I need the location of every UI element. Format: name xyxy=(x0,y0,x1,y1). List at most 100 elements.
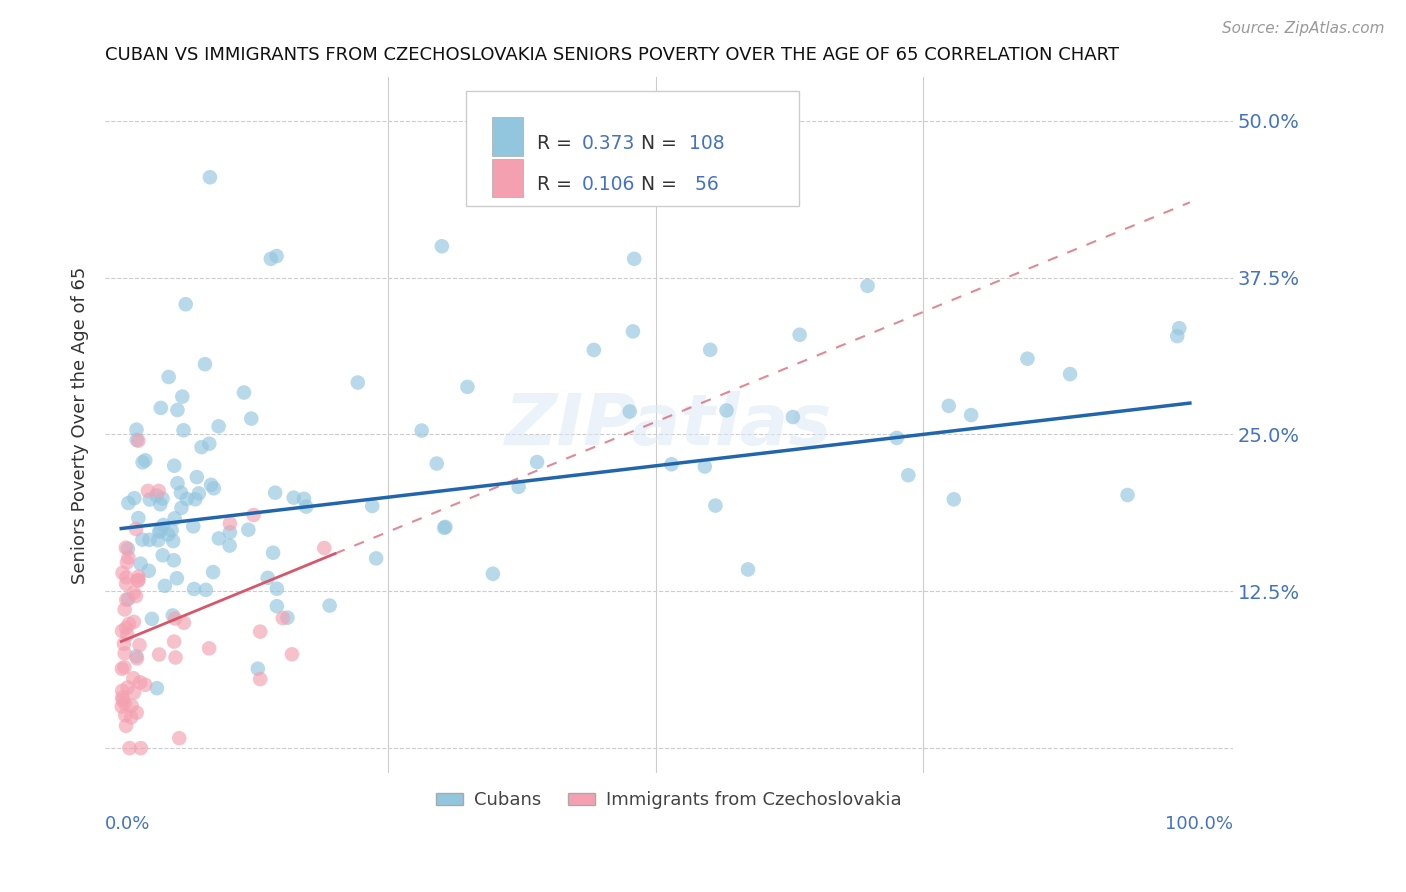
Point xyxy=(789,327,811,342)
Point xyxy=(122,671,145,685)
Point xyxy=(120,710,142,724)
Text: Source: ZipAtlas.com: Source: ZipAtlas.com xyxy=(1222,21,1385,36)
Point xyxy=(238,523,260,537)
Point xyxy=(186,470,208,484)
Text: 0.0%: 0.0% xyxy=(105,815,150,833)
Point xyxy=(121,698,143,713)
Point xyxy=(200,477,222,491)
Point xyxy=(128,638,150,652)
Point xyxy=(117,550,139,565)
Point xyxy=(141,612,163,626)
Point xyxy=(242,508,264,522)
Point xyxy=(190,440,212,454)
Point xyxy=(148,524,170,539)
Point xyxy=(856,278,879,293)
Point xyxy=(246,662,269,676)
Point xyxy=(125,423,148,437)
Point xyxy=(111,683,134,698)
Point xyxy=(346,376,368,390)
Point xyxy=(1017,351,1039,366)
Point xyxy=(526,455,548,469)
Point xyxy=(737,562,759,576)
Text: 0.373: 0.373 xyxy=(582,134,636,153)
Point xyxy=(508,480,530,494)
Point xyxy=(138,564,160,578)
Point xyxy=(716,403,738,417)
Point xyxy=(152,549,174,563)
Point xyxy=(262,546,284,560)
Point xyxy=(173,615,195,630)
Point xyxy=(198,436,221,450)
Point xyxy=(661,457,683,471)
Point xyxy=(181,519,204,533)
Point xyxy=(183,582,205,596)
Point xyxy=(114,602,136,616)
Point xyxy=(115,555,138,569)
Point xyxy=(960,408,983,422)
Text: 108: 108 xyxy=(689,134,725,153)
Point xyxy=(218,539,240,553)
Point xyxy=(1116,488,1139,502)
Point xyxy=(145,489,167,503)
Point xyxy=(111,690,134,705)
Point xyxy=(411,424,433,438)
Point xyxy=(122,685,145,699)
Point xyxy=(163,553,186,567)
Point xyxy=(207,419,229,434)
Point xyxy=(187,486,209,500)
Legend: Cubans, Immigrants from Czechoslovakia: Cubans, Immigrants from Czechoslovakia xyxy=(429,784,910,816)
Point xyxy=(129,675,152,690)
Point xyxy=(260,252,283,266)
Text: R =: R = xyxy=(537,176,578,194)
Point xyxy=(114,708,136,723)
Point xyxy=(202,565,225,579)
Point xyxy=(426,457,449,471)
Point xyxy=(146,533,169,548)
Point xyxy=(160,523,183,537)
Point xyxy=(166,476,188,491)
Point xyxy=(621,324,644,338)
Point xyxy=(167,731,190,746)
Point xyxy=(131,533,153,547)
FancyBboxPatch shape xyxy=(465,91,799,206)
Text: 56: 56 xyxy=(689,176,718,194)
Point xyxy=(184,492,207,507)
Point xyxy=(117,496,139,510)
Point xyxy=(942,492,965,507)
Point xyxy=(219,516,242,531)
Point xyxy=(176,491,198,506)
Point xyxy=(699,343,721,357)
Point xyxy=(704,499,727,513)
Point xyxy=(149,524,172,538)
Point xyxy=(163,634,186,648)
Point xyxy=(271,611,294,625)
Point xyxy=(134,678,156,692)
Point xyxy=(117,592,139,607)
Point xyxy=(433,521,456,535)
Point xyxy=(162,534,184,549)
Point xyxy=(582,343,605,357)
Point xyxy=(115,541,138,555)
Y-axis label: Seniors Poverty Over the Age of 65: Seniors Poverty Over the Age of 65 xyxy=(72,267,89,583)
Point xyxy=(117,681,139,695)
Point xyxy=(134,453,156,467)
Point xyxy=(276,610,298,624)
Point xyxy=(118,617,141,632)
Point xyxy=(266,582,288,596)
Point xyxy=(233,385,256,400)
Point xyxy=(162,608,184,623)
Point xyxy=(149,497,172,511)
Point xyxy=(249,624,271,639)
Point xyxy=(166,403,188,417)
Point xyxy=(938,399,960,413)
Point xyxy=(170,485,193,500)
Point xyxy=(266,249,288,263)
Point xyxy=(139,492,162,507)
Point xyxy=(115,719,138,733)
Point xyxy=(124,491,146,505)
Point xyxy=(136,483,159,498)
Point xyxy=(174,297,197,311)
Point xyxy=(456,380,478,394)
Point xyxy=(127,569,149,583)
Point xyxy=(117,628,139,642)
